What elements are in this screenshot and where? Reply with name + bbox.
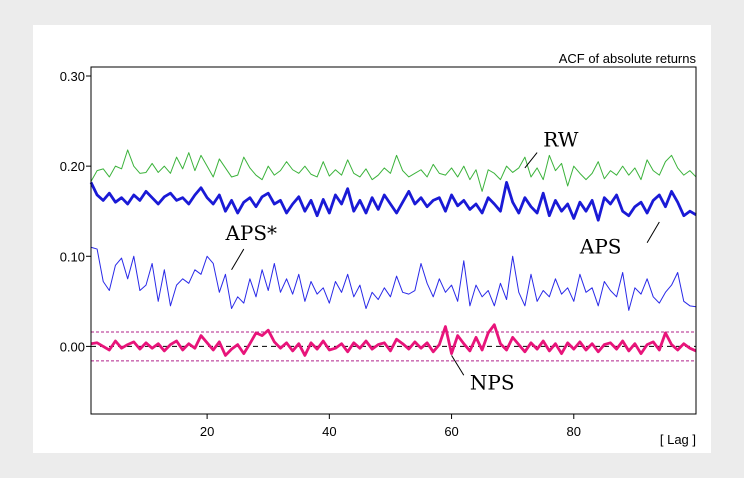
x-tick-label: 20 [200, 424, 214, 439]
series-pointer-nps [451, 355, 465, 376]
series-pointer-aps [231, 248, 245, 271]
series-label-aps: APS* [224, 221, 277, 245]
y-tick-label: 0.20 [60, 159, 85, 174]
x-tick-label: 60 [444, 424, 458, 439]
chart-panel [33, 25, 711, 453]
series-pointer-aps [646, 221, 660, 244]
y-tick-label: 0.10 [60, 249, 85, 264]
x-tick-label: 40 [322, 424, 336, 439]
plot-lines [89, 149, 697, 362]
series-label-rw: RW [543, 127, 579, 151]
series-line-aps [89, 180, 697, 222]
x-tick-label: 80 [567, 424, 581, 439]
axis-ticks: 0.00 0.10 0.20 0.30 20 40 60 80 [60, 69, 581, 439]
y-tick-label: 0.30 [60, 69, 85, 84]
series-pointer-rw [524, 152, 538, 169]
series-line-aps [90, 246, 697, 311]
series-label-aps: APS [579, 235, 622, 259]
series-line-nps [90, 323, 697, 357]
series-label-nps: NPS [470, 371, 515, 395]
y-tick-label: 0.00 [60, 339, 85, 354]
chart-title: ACF of absolute returns [559, 51, 697, 66]
plot-frame [90, 66, 697, 415]
series-line-rw [90, 149, 697, 192]
series-labels: RW APS APS* NPS [224, 127, 660, 395]
x-axis-label: [ Lag ] [660, 432, 696, 447]
